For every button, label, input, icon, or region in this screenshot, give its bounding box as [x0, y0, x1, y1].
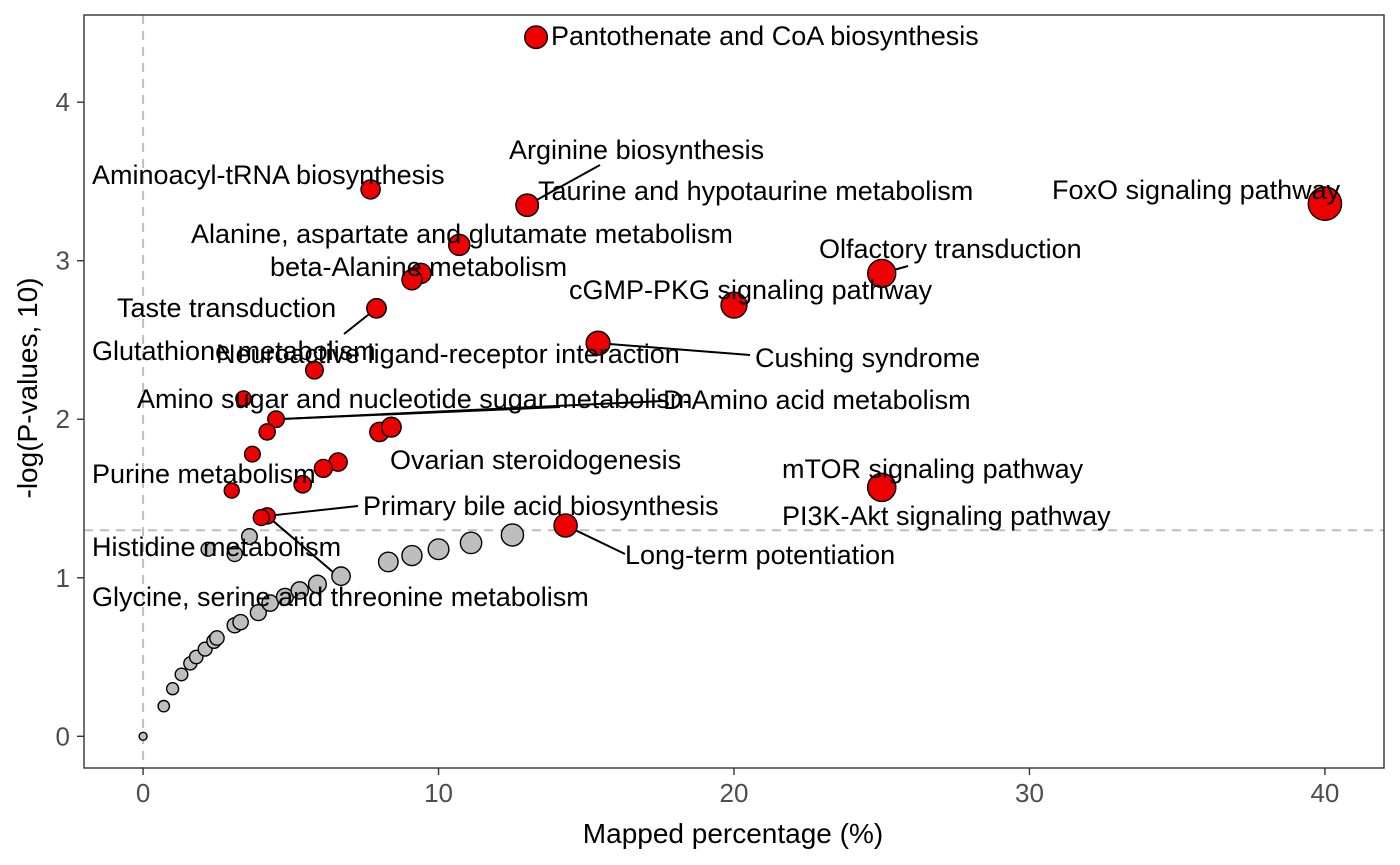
non-significant-point — [249, 603, 267, 622]
point-label: Cushing syndrome — [755, 343, 980, 373]
point-label: FoxO signaling pathway — [1052, 175, 1341, 205]
non-significant-point — [459, 531, 483, 555]
significant-point — [235, 390, 252, 408]
point-label: PI3K-Akt signaling pathway — [782, 501, 1111, 531]
significant-point — [252, 508, 270, 527]
point-label: Purine metabolism — [92, 459, 316, 489]
non-significant-point — [209, 630, 225, 646]
significant-point — [267, 410, 285, 429]
non-significant-point — [307, 574, 327, 594]
x-axis-title: Mapped percentage (%) — [583, 818, 883, 849]
label-leader-line — [267, 505, 359, 517]
point-label: Long-term potentiation — [625, 540, 895, 570]
y-tick-label: 0 — [56, 721, 70, 751]
y-axis-title: -log(P-values, 10) — [12, 278, 43, 499]
point-label: Primary bile acid biosynthesis — [363, 491, 719, 521]
label-leader-line — [598, 342, 751, 356]
point-label: Amino sugar and nucleotide sugar metabol… — [137, 384, 692, 414]
significant-point — [401, 269, 423, 291]
non-significant-point — [290, 581, 309, 600]
non-significant-point — [261, 594, 279, 612]
point-label: Neuroactive ligand-receptor interaction — [216, 339, 680, 369]
point-label: Glycine, serine and threonine metabolism — [92, 582, 589, 612]
non-significant-point — [377, 551, 399, 573]
non-significant-point — [232, 613, 249, 631]
significant-point — [585, 330, 611, 356]
point-label: beta-Alanine metabolism — [270, 252, 567, 282]
non-significant-point — [401, 544, 423, 567]
point-label: Aminoacyl-tRNA biosynthesis — [92, 160, 445, 190]
x-tick-label: 40 — [1310, 778, 1339, 808]
significant-point — [867, 258, 897, 289]
point-label: Arginine biosynthesis — [509, 135, 764, 165]
significant-point — [360, 179, 381, 200]
non-significant-point — [174, 667, 189, 682]
non-significant-point — [427, 538, 450, 561]
point-label: Ovarian steroidogenesis — [390, 445, 681, 475]
significant-point — [1307, 186, 1343, 221]
point-label: Pantothenate and CoA biosynthesis — [551, 21, 979, 51]
non-significant-point — [200, 541, 216, 557]
significant-point — [313, 458, 333, 479]
significant-point — [867, 472, 897, 503]
significant-point — [366, 297, 387, 319]
label-leader-line — [526, 164, 601, 207]
point-label: Histidine metabolism — [92, 532, 341, 562]
point-label: D-Amino acid metabolism — [663, 385, 971, 415]
data-points — [138, 25, 1343, 741]
point-label: Glutathione metabolism — [92, 336, 376, 366]
significant-point — [524, 25, 549, 50]
non-significant-point — [331, 566, 351, 587]
point-labels: Pantothenate and CoA biosynthesis Aminoac… — [92, 21, 1341, 612]
non-significant-point — [240, 528, 258, 546]
x-tick-label: 30 — [1015, 778, 1044, 808]
significant-point — [553, 513, 578, 538]
significant-point — [243, 445, 261, 463]
label-leader-line — [276, 406, 561, 421]
non-significant-point — [226, 545, 243, 563]
significant-point — [720, 291, 748, 319]
significant-point — [258, 423, 276, 441]
y-tick-label: 3 — [56, 246, 70, 276]
point-label: Alanine, aspartate and glutamate metabol… — [191, 219, 733, 249]
point-label: mTOR signaling pathway — [782, 454, 1084, 484]
significant-point — [293, 474, 312, 494]
non-significant-point — [165, 682, 180, 696]
x-tick-label: 10 — [424, 778, 453, 808]
x-axis: 0 10 20 30 40 — [136, 768, 1339, 808]
point-label: Taste transduction — [117, 293, 336, 323]
y-tick-label: 4 — [56, 87, 70, 117]
point-label: cGMP-PKG signaling pathway — [569, 275, 933, 305]
y-tick-label: 1 — [56, 563, 70, 593]
x-tick-label: 20 — [720, 778, 749, 808]
label-leader-lines — [266, 164, 909, 579]
point-label: Taurine and hypotaurine metabolism — [538, 176, 973, 206]
label-leader-line — [266, 515, 341, 579]
significant-point — [515, 193, 540, 218]
reference-lines — [84, 15, 1384, 768]
significant-point — [223, 482, 240, 499]
y-axis: 0 1 2 3 4 — [56, 87, 84, 751]
significant-point — [304, 360, 324, 380]
y-tick-label: 2 — [56, 404, 70, 434]
x-tick-label: 0 — [136, 778, 150, 808]
point-label: Olfactory transduction — [819, 234, 1082, 264]
significant-point — [447, 233, 471, 257]
significant-point — [380, 416, 402, 438]
non-significant-point — [500, 523, 525, 547]
non-significant-point — [138, 731, 148, 741]
non-significant-point — [157, 699, 171, 713]
